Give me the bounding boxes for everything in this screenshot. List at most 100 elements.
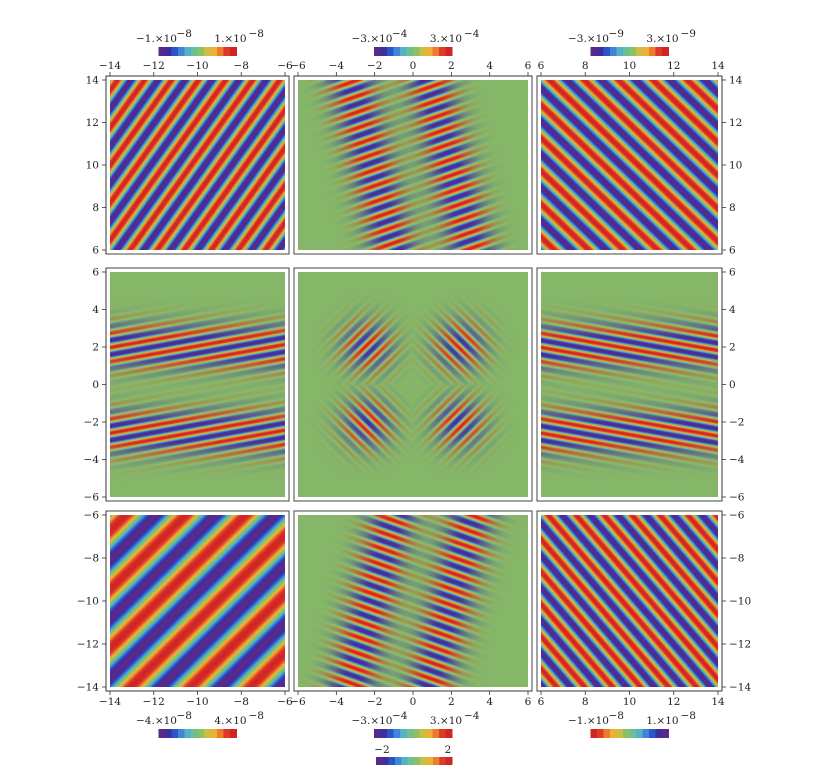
panel-bottom-center bbox=[293, 510, 533, 692]
colorbar-swatch bbox=[623, 729, 630, 738]
heatmap-image bbox=[298, 80, 528, 250]
colorbar-swatch bbox=[401, 757, 409, 765]
colorbar-swatch bbox=[395, 757, 402, 765]
y-tick-label: −6 bbox=[84, 492, 100, 504]
x-tick-label: −2 bbox=[367, 60, 382, 72]
y-tick-label: −4 bbox=[729, 454, 745, 466]
y-tick-label: 2 bbox=[92, 342, 99, 354]
colorbar-swatch bbox=[197, 729, 205, 738]
x-tick-label: −14 bbox=[99, 696, 121, 708]
colorbar-swatch bbox=[636, 729, 643, 738]
colorbar-swatch bbox=[649, 729, 656, 738]
panel-top-left bbox=[105, 75, 290, 255]
colorbar-swatch bbox=[374, 729, 381, 738]
extra-colorbar-min-label: −2 bbox=[374, 744, 389, 756]
x-tick-label: 4 bbox=[486, 60, 493, 72]
panel-top-center bbox=[293, 75, 533, 255]
y-tick-label: −8 bbox=[729, 553, 744, 565]
colorbar-swatch bbox=[603, 729, 611, 738]
colorbar-swatch bbox=[406, 47, 414, 56]
y-tick-label: −10 bbox=[729, 596, 751, 608]
colorbar-min-exponent: −8 bbox=[177, 710, 192, 722]
colorbar-swatch bbox=[629, 729, 637, 738]
colorbar: −3.×10 −9 3.×10 −9 bbox=[568, 28, 696, 56]
x-tick-label: 14 bbox=[711, 60, 725, 72]
colorbar-swatch bbox=[642, 729, 650, 738]
colorbar-max-label: 1.×10 bbox=[214, 33, 246, 45]
colorbar-swatch bbox=[590, 729, 598, 738]
colorbar-max-exponent: −8 bbox=[681, 710, 696, 722]
colorbar-swatch bbox=[387, 47, 394, 56]
colorbar-swatch bbox=[636, 47, 643, 56]
y-tick-label: 6 bbox=[92, 245, 99, 257]
heatmap-image bbox=[298, 272, 528, 497]
colorbar-swatch bbox=[439, 729, 446, 738]
y-tick-label: 14 bbox=[86, 75, 100, 87]
heatmap-image bbox=[298, 515, 528, 687]
colorbar-swatch bbox=[374, 47, 381, 56]
x-tick-label: 6 bbox=[525, 696, 532, 708]
colorbar-swatch bbox=[439, 47, 446, 56]
colorbar-swatch bbox=[380, 47, 388, 56]
colorbar-swatch bbox=[210, 729, 218, 738]
y-tick-label: 8 bbox=[729, 202, 736, 214]
colorbar-swatch bbox=[210, 47, 218, 56]
x-tick-label: −6 bbox=[277, 696, 293, 708]
colorbar-swatch bbox=[178, 47, 185, 56]
colorbar-swatch bbox=[623, 47, 630, 56]
colorbar-min-exponent: −4 bbox=[392, 710, 408, 722]
colorbar-swatch bbox=[597, 729, 604, 738]
colorbar-swatch bbox=[204, 47, 211, 56]
y-tick-label: 12 bbox=[729, 117, 742, 129]
y-tick-label: −2 bbox=[84, 417, 99, 429]
y-tick-label: 14 bbox=[729, 75, 743, 87]
x-tick-label: 6 bbox=[525, 60, 532, 72]
colorbar-max-exponent: −9 bbox=[681, 28, 696, 40]
colorbar-swatch bbox=[191, 729, 198, 738]
colorbar-swatch bbox=[662, 729, 669, 738]
colorbar-swatch bbox=[662, 47, 669, 56]
x-tick-label: −10 bbox=[186, 60, 208, 72]
x-tick-label: −6 bbox=[290, 60, 306, 72]
colorbar-swatch bbox=[230, 47, 237, 56]
colorbar: −1.×10 −8 1.×10 −8 bbox=[136, 28, 264, 56]
panel-middle-center bbox=[293, 267, 533, 502]
colorbar-max-label: 4.×10 bbox=[214, 715, 246, 727]
colorbar-swatch bbox=[426, 757, 434, 765]
colorbar-swatch bbox=[223, 729, 231, 738]
y-tick-label: 4 bbox=[92, 304, 99, 316]
colorbar-swatch bbox=[445, 729, 453, 738]
x-tick-label: −8 bbox=[234, 60, 249, 72]
y-tick-label: −8 bbox=[84, 553, 99, 565]
x-tick-label: 4 bbox=[486, 696, 493, 708]
colorbar-swatch bbox=[407, 757, 415, 765]
y-tick-label: −12 bbox=[77, 639, 99, 651]
colorbar-min-exponent: −4 bbox=[392, 28, 408, 40]
colorbar-swatch bbox=[184, 729, 192, 738]
x-tick-label: 0 bbox=[410, 60, 417, 72]
colorbar-swatch bbox=[426, 47, 433, 56]
colorbar-swatch bbox=[393, 47, 401, 56]
colorbar-min-exponent: −8 bbox=[609, 710, 624, 722]
heatmap-image bbox=[541, 80, 718, 250]
y-tick-label: 2 bbox=[729, 342, 736, 354]
x-tick-label: −6 bbox=[290, 696, 306, 708]
colorbar-max-exponent: −4 bbox=[464, 28, 480, 40]
colorbar-max-label: 3.×10 bbox=[646, 33, 678, 45]
colorbar: −3.×10 −4 3.×10 −4 bbox=[352, 28, 480, 56]
colorbar-swatch bbox=[223, 47, 231, 56]
panels-layer bbox=[105, 75, 723, 692]
heatmap-image bbox=[110, 272, 285, 497]
colorbar-swatch bbox=[178, 729, 185, 738]
colorbar-swatch bbox=[388, 757, 396, 765]
colorbar-min-label: −3.×10 bbox=[568, 33, 609, 45]
colorbar-swatch bbox=[171, 47, 179, 56]
y-tick-label: −6 bbox=[729, 492, 745, 504]
colorbar: −1.×10 −8 1.×10 −8 bbox=[568, 710, 696, 738]
x-tick-label: −8 bbox=[234, 696, 249, 708]
colorbar-swatch bbox=[655, 729, 663, 738]
x-tick-label: 14 bbox=[711, 696, 725, 708]
colorbar-swatch bbox=[204, 729, 211, 738]
